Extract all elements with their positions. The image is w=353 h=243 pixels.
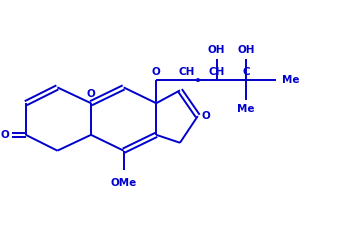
Text: Me: Me [238, 104, 255, 114]
Text: OH: OH [208, 45, 225, 55]
Text: $\mathregular{_2}$: $\mathregular{_2}$ [195, 76, 201, 85]
Text: Me: Me [282, 76, 299, 86]
Text: OMe: OMe [110, 178, 137, 188]
Text: CH: CH [179, 67, 195, 77]
Text: O: O [202, 111, 210, 121]
Text: CH: CH [208, 67, 225, 77]
Text: O: O [86, 89, 95, 99]
Text: O: O [0, 130, 9, 140]
Text: OH: OH [238, 45, 255, 55]
Text: O: O [152, 67, 161, 77]
Text: C: C [243, 67, 250, 77]
